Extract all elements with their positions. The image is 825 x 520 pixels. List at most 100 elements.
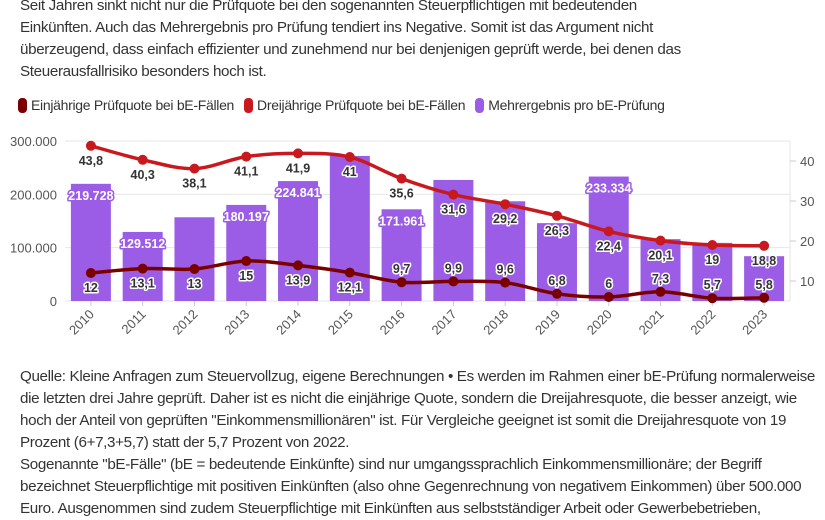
x-axis-tick-label: 2017 (428, 307, 459, 338)
legend-label: Dreijährige Prüfquote bei bE-Fällen (257, 97, 466, 113)
legend-swatch (475, 97, 485, 113)
line-data-label: 22,4 (597, 239, 621, 253)
bar-data-label: 233.334 (586, 182, 631, 196)
legend-item-mehrergebnis[interactable]: Mehrergebnis pro bE-Prüfung (475, 97, 665, 113)
line-data-label: 29,2 (493, 212, 517, 226)
line-data-label: 12 (84, 281, 98, 295)
line-point (189, 163, 200, 174)
line-point (655, 235, 666, 246)
text-line: Euro. Ausgenommen sind zudem Steuerpflic… (20, 500, 761, 517)
x-axis-tick-label: 2022 (687, 307, 718, 338)
bar-2022 (692, 242, 733, 301)
x-axis-tick-label: 2023 (739, 307, 770, 338)
line-point (500, 277, 511, 288)
line-data-label: 9,7 (393, 262, 410, 276)
x-axis-tick-label: 2011 (118, 307, 148, 337)
line-data-label: 31,6 (441, 203, 465, 217)
line-data-label: 13,1 (131, 277, 155, 291)
line-point (655, 286, 666, 297)
line-data-label: 12,1 (338, 281, 362, 295)
bar-2013 (226, 204, 267, 301)
left-axis-tick-label: 100.000 (10, 241, 57, 256)
line-data-label: 43,8 (79, 154, 103, 168)
x-axis-tick-label: 2010 (66, 307, 97, 338)
line-point (137, 154, 148, 165)
text-line: Quelle: Kleine Anfragen zum Steuervollzu… (20, 368, 815, 385)
line-data-label: 41 (343, 165, 357, 179)
line-point (759, 240, 770, 251)
bar-2010 (70, 183, 111, 301)
legend-swatch (18, 97, 27, 113)
bar-2019 (536, 223, 577, 301)
line-data-label: 41,1 (234, 165, 258, 179)
line-point (448, 276, 459, 287)
line-data-label: 19 (705, 253, 719, 267)
x-axis-tick-label: 2016 (377, 307, 408, 338)
line-point (137, 263, 148, 274)
intro-text: Seit Jahren sinkt nicht nur die Prüfquot… (20, 0, 820, 83)
source-notes: Quelle: Kleine Anfragen zum Steuervollzu… (20, 366, 820, 520)
right-axis-tick-label: 40 (800, 154, 814, 169)
text-line: Einkünften. Auch das Mehrergebnis pro Pr… (20, 19, 653, 36)
line-data-label: 15 (239, 269, 253, 283)
x-axis-tick-label: 2014 (273, 307, 304, 338)
bar-2020 (588, 176, 629, 301)
legend-item-dreijaehrig[interactable]: Dreijährige Prüfquote bei bE-Fällen (244, 97, 466, 113)
line-data-label: 40,3 (131, 168, 155, 182)
line-data-label: 13 (188, 277, 202, 291)
line-point (293, 260, 304, 271)
line-point (603, 292, 614, 302)
line-point (551, 288, 562, 299)
bar-data-label: 129.512 (120, 237, 165, 251)
text-line: hoch der Anteil von geprüften "Einkommen… (20, 412, 787, 429)
chart-legend: Einjährige Prüfquote bei bE-Fällen Dreij… (18, 97, 665, 113)
text-line: Prozent (6+7,3+5,7) statt der 5,7 Prozen… (20, 434, 350, 451)
line-point (707, 293, 718, 304)
right-axis-tick-label: 10 (800, 274, 814, 289)
bar-data-label: 219.728 (68, 189, 113, 203)
line-data-label: 5,7 (704, 278, 721, 292)
text-line: bezeichnet Steuerpflichtige mit positive… (20, 478, 802, 495)
x-axis-tick-label: 2012 (170, 307, 201, 338)
line-data-label: 18,8 (752, 254, 776, 268)
line-point (500, 199, 511, 210)
x-axis-tick-label: 2018 (480, 307, 511, 338)
text-line: Seit Jahren sinkt nicht nur die Prüfquot… (20, 0, 637, 14)
x-axis-tick-label: 2019 (532, 307, 563, 338)
line-point (344, 152, 355, 162)
text-line: Sogenannte "bE-Fälle" (bE = bedeutende E… (20, 456, 762, 473)
left-axis-tick-label: 200.000 (10, 187, 57, 202)
line-point (707, 240, 718, 250)
line-data-label: 7,3 (652, 272, 669, 286)
line-point (293, 148, 304, 159)
x-axis-tick-label: 2015 (325, 307, 356, 338)
line-data-label: 26,3 (545, 224, 569, 238)
text-line: überzeugend, dass einfach effizienter un… (20, 41, 681, 58)
line-point (448, 189, 459, 200)
x-axis-tick-label: 2020 (584, 307, 615, 338)
line-data-label: 20,1 (648, 249, 672, 263)
right-axis-tick-label: 30 (800, 194, 814, 209)
line-point (396, 277, 407, 288)
line-data-label: 41,9 (286, 161, 310, 175)
line-data-label: 13,9 (286, 273, 310, 287)
legend-item-einjaehrig[interactable]: Einjährige Prüfquote bei bE-Fällen (18, 97, 234, 113)
x-axis-tick-label: 2021 (636, 307, 667, 338)
line-point (396, 173, 407, 184)
line-data-label: 9,6 (496, 263, 513, 277)
text-line: die letzten drei Jahre geprüft. Daher is… (20, 390, 797, 407)
bar-data-label: 180.197 (224, 210, 269, 224)
line-point (85, 140, 96, 151)
bar-2014 (278, 181, 319, 301)
line-data-label: 38,1 (182, 177, 206, 191)
text-line: Steuerausfallrisiko besonders hoch ist. (20, 63, 267, 80)
legend-swatch (244, 97, 254, 113)
bar-data-label: 171.961 (379, 214, 424, 228)
right-axis-tick-label: 20 (800, 234, 814, 249)
line-point (603, 226, 614, 237)
bar-data-label: 224.841 (275, 186, 320, 200)
bar-2012 (174, 217, 215, 301)
line-point (759, 292, 770, 303)
line-point (551, 210, 562, 221)
line-data-label: 9,9 (445, 261, 462, 275)
